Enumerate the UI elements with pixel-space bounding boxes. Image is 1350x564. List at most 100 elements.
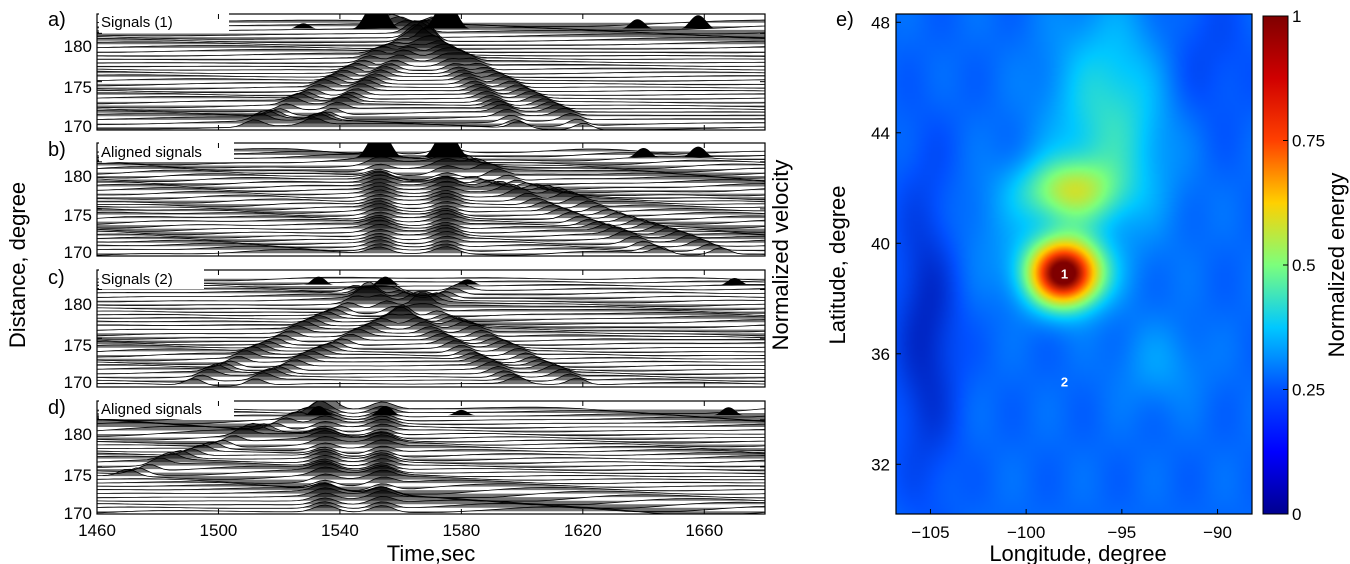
trace-fill [97, 207, 765, 217]
title-backdrop [99, 268, 204, 289]
trace-line [97, 195, 765, 208]
panel-frame [96, 269, 766, 388]
trace-line [97, 376, 765, 387]
trace-line [97, 460, 765, 472]
trace-line [97, 332, 765, 343]
trace-fill [97, 235, 765, 245]
seismic-traces [97, 143, 765, 256]
trace-fill [97, 181, 765, 193]
trace-fill [97, 462, 765, 476]
left-axis-title: Distance, degree [5, 182, 30, 348]
trace-line [97, 75, 765, 87]
x-tick-label: 1500 [200, 521, 238, 540]
trace-peak [370, 276, 401, 285]
trace-line [97, 462, 765, 476]
y-tick-label: 175 [64, 336, 92, 355]
trace-line [97, 276, 765, 282]
trace-line [97, 72, 765, 82]
trace-fill [97, 401, 765, 417]
panel-label: b) [48, 139, 66, 161]
title-backdrop [99, 398, 234, 419]
x-axis-title: Longitude, degree [989, 541, 1166, 564]
trace-line [97, 230, 765, 242]
trace-fill [97, 162, 765, 176]
trace-line [97, 112, 765, 127]
trace-fill [97, 76, 765, 86]
trace-fill [97, 91, 765, 100]
trace-line [97, 281, 765, 300]
trace-line [97, 280, 765, 286]
panel-label: a) [48, 9, 66, 31]
trace-line [97, 469, 765, 484]
trace-fill [97, 350, 765, 361]
y-tick-label: 170 [64, 504, 92, 523]
panel-title: Aligned signals [101, 401, 202, 418]
trace-line [97, 238, 765, 249]
trace-fill [97, 336, 765, 346]
trace-line [97, 285, 765, 296]
colorbar-tick-label: 0.25 [1292, 381, 1325, 400]
trace-fill [97, 63, 765, 71]
trace-fill [97, 285, 765, 296]
trace-line [97, 213, 765, 225]
colorbar-tick-label: 1 [1292, 7, 1301, 26]
trace-line [97, 357, 765, 368]
trace-fill [97, 411, 765, 424]
trace-line [97, 411, 765, 425]
trace-fill [97, 200, 765, 211]
trace-line [97, 69, 765, 79]
trace-line [97, 451, 765, 465]
trace-line [97, 190, 765, 204]
trace-peak [422, 143, 471, 158]
trace-peak [713, 407, 744, 416]
panel-frame [96, 13, 766, 131]
trace-fill [97, 448, 765, 458]
trace-line [97, 457, 765, 468]
title-backdrop [99, 141, 234, 162]
trace-line [97, 234, 765, 246]
trace-fill [97, 483, 765, 498]
trace-fill [97, 117, 765, 130]
trace-fill [97, 457, 765, 468]
trace-line [97, 103, 765, 116]
x-tick-label: 1620 [564, 521, 602, 540]
trace-peak [422, 14, 471, 29]
trace-line [97, 183, 765, 197]
trace-line [97, 483, 765, 498]
title-backdrop [99, 11, 229, 33]
trace-fill [97, 407, 765, 421]
trace-line [97, 434, 765, 448]
trace-line [97, 168, 765, 181]
trace-peak [453, 279, 482, 285]
trace-fill [97, 79, 765, 90]
panel-d: d) Aligned signals 180 175 170 1460 1500 1… [48, 397, 766, 564]
y-tick-label: 180 [64, 37, 92, 56]
trace-line [97, 346, 765, 358]
trace-line [97, 304, 765, 318]
trace-peak [303, 276, 334, 285]
trace-fill [97, 177, 765, 190]
trace-line [97, 482, 765, 492]
trace-line [97, 79, 765, 90]
trace-fill [97, 434, 765, 448]
trace-line [97, 415, 765, 428]
panel-c: c) Signals (2) 180 175 170 [48, 267, 766, 392]
trace-line [97, 83, 765, 94]
x-tick-label: −105 [911, 523, 949, 542]
colorbar-tick-label: 0.5 [1292, 256, 1316, 275]
trace-fill [97, 281, 765, 285]
trace-peak [621, 19, 654, 29]
x-tick-label: −95 [1107, 523, 1136, 542]
trace-peak [720, 277, 750, 285]
trace-line [97, 62, 765, 71]
trace-fill [97, 354, 765, 365]
trace-line [97, 284, 765, 290]
trace-fill [97, 477, 765, 487]
y-tick-label: 170 [64, 243, 92, 262]
y-tick-label: 180 [64, 425, 92, 444]
trace-line [97, 277, 765, 293]
trace-line [97, 306, 765, 322]
x-axis-ticks: 1460 1500 1540 1580 1620 1660 [78, 521, 723, 540]
trace-fill [97, 376, 765, 386]
